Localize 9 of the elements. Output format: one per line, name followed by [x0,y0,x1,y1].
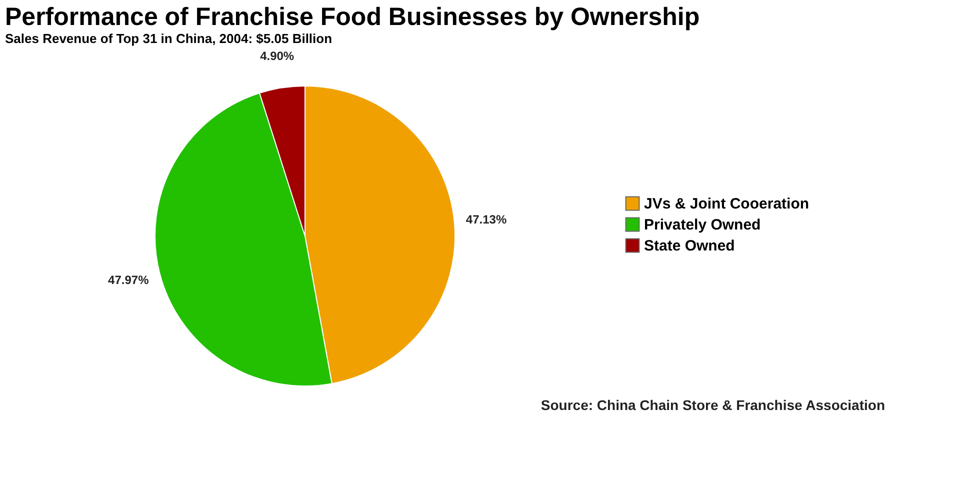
chart-title: Performance of Franchise Food Businesses by Ownership [5,3,700,32]
data-label: 4.90% [260,49,294,64]
legend-label: JVs & Joint Cooeration [644,196,810,212]
legend-label: State Owned [644,238,735,254]
data-label: 47.13% [466,212,507,227]
legend-label: Privately Owned [644,216,761,234]
chart-subtitle: Sales Revenue of Top 31 in China, 2004: $5.05 Billion [5,31,332,46]
source-note: Source: China Chain Store & Franchise Association [540,397,885,413]
data-label: 47.97% [108,272,150,287]
